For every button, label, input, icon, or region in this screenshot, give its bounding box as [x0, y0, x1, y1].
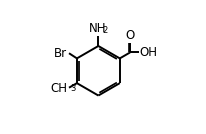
Text: NH: NH	[89, 22, 106, 35]
Text: CH: CH	[51, 82, 68, 95]
Text: 2: 2	[102, 26, 108, 35]
Text: O: O	[125, 29, 135, 42]
Text: 3: 3	[71, 84, 76, 93]
Text: OH: OH	[140, 46, 158, 59]
Text: Br: Br	[54, 47, 67, 60]
